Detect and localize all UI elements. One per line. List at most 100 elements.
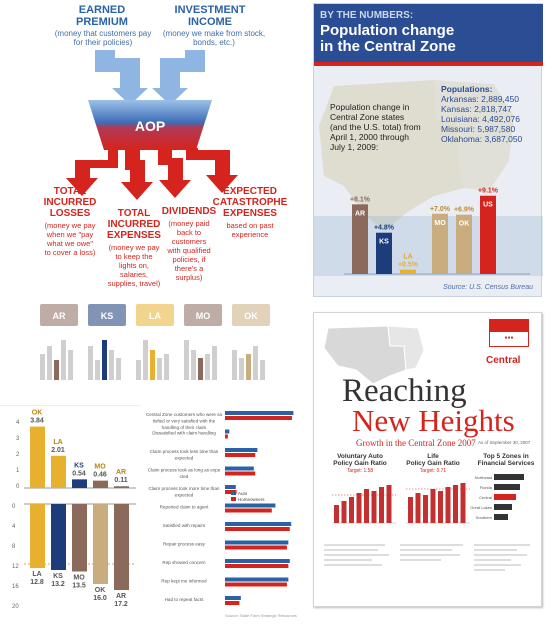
ratio-bar-top-ok — [30, 426, 45, 488]
reach1-bar — [379, 487, 384, 523]
reach1-bar — [341, 501, 347, 523]
survey-bar-home — [225, 582, 287, 587]
state-mini-bar — [95, 360, 100, 380]
state-mini-bar — [116, 358, 121, 380]
state-mini-chart: AR KS LA MO OK — [40, 304, 270, 380]
state-shape-la — [136, 304, 174, 326]
ratio-bar-top-ks — [72, 479, 87, 488]
state-label-ar: AR — [53, 311, 66, 321]
population-missouri: Missouri: 5,987,580 — [441, 124, 516, 134]
state-mini-bar — [212, 346, 217, 380]
survey-label: Repair process easy — [163, 542, 206, 547]
ratio-ytick-top: 1 — [16, 468, 20, 474]
survey-bar-auto — [225, 411, 294, 415]
dividends-title: DIVIDENDS — [161, 206, 217, 217]
survey-bar-auto — [225, 577, 289, 582]
pop-value-ok: +6.9% — [454, 207, 475, 214]
dividends-arrow — [158, 148, 191, 198]
reaching-map — [323, 325, 425, 385]
pop-value-la: +0.5% — [398, 262, 419, 269]
earned-title: EARNED PREMIUM — [76, 4, 128, 28]
state-mini-bar — [88, 346, 93, 380]
ratio-bar-bottom-la — [30, 504, 45, 568]
ratio-val-bottom: 13.2 — [51, 581, 65, 588]
pop-value-ar: +8.1% — [350, 196, 371, 203]
zone-label: Northeast — [475, 475, 493, 480]
ratio-bar-top-la — [51, 455, 66, 488]
reaching-line2: New Heights — [352, 403, 515, 438]
survey-bar-auto — [225, 503, 276, 508]
ratio-bar-bottom-mo — [72, 504, 87, 572]
ratio-ytick-bottom: 4 — [12, 524, 16, 530]
survey-label: Satisfied with repairs — [163, 523, 206, 528]
ratio-ytick-top: 3 — [16, 436, 20, 442]
state-label-ok: OK — [244, 311, 258, 321]
reach1-bar — [371, 491, 377, 523]
survey-bar-auto — [225, 596, 241, 600]
losses-title: TOTAL INCURRED LOSSES — [43, 186, 97, 219]
output-dividends: DIVIDENDS (money paid back to customers … — [160, 206, 218, 282]
populations-label: Populations: — [441, 84, 493, 94]
reaching-date: As of September 30, 2007 — [478, 440, 531, 445]
state-mini-bar — [239, 358, 244, 380]
ratio-bar-top-mo — [93, 480, 108, 488]
zone-label: Central — [479, 495, 492, 500]
ratio-bar-bottom-ks — [51, 504, 66, 570]
state-label-ks: KS — [101, 311, 114, 321]
state-mini-bar — [61, 340, 66, 380]
reach2-bar — [415, 493, 421, 523]
ratio-cat-bottom: AR — [116, 593, 126, 600]
survey-bar-auto — [225, 522, 292, 526]
pop-cat-mo: MO — [434, 220, 446, 227]
state-mini-bar — [47, 346, 52, 380]
survey-bar-auto — [225, 485, 236, 489]
reach2-bar — [445, 487, 451, 523]
zone-bar — [494, 494, 516, 500]
ratio-cat-top: MO — [94, 464, 106, 471]
pop-bar-la — [400, 269, 416, 274]
chart2-title: Life Policy Gain Ratio — [406, 453, 460, 467]
population-oklahoma: Oklahoma: 3,687,050 — [441, 134, 523, 144]
ratio-cat-bottom: OK — [95, 587, 106, 594]
survey-bar-auto — [225, 466, 254, 471]
pop-bar-us — [480, 195, 496, 274]
numbers-rule — [314, 62, 543, 66]
pop-cat-ks: KS — [379, 239, 389, 246]
chart1-target: Target: 1.58 — [346, 468, 374, 474]
survey-label: Dissatisfied with claim handling — [152, 431, 216, 436]
survey-label: cted — [180, 474, 189, 479]
reaching-mini-charts: Northeast Florida Central Great Lakes Southe… — [332, 474, 524, 524]
investment-arrow — [152, 50, 205, 105]
state-mini-bar — [157, 358, 162, 380]
reach2-bar — [460, 483, 466, 523]
state-mini-bar — [143, 340, 148, 380]
ratio-cat-bottom: KS — [53, 573, 63, 580]
state-mini-bar — [54, 360, 59, 380]
reaching-text-col1 — [324, 541, 392, 581]
ratio-ytick-bottom: 8 — [12, 544, 16, 550]
survey-bar-auto — [225, 429, 230, 434]
expenses-sub: (money we pay to keep the lights on, sal… — [107, 243, 161, 288]
reaching-text-col2 — [400, 541, 468, 581]
zone-bar — [494, 504, 512, 510]
output-losses: TOTAL INCURRED LOSSES (money we pay when… — [38, 186, 102, 257]
state-label-mo: MO — [196, 311, 211, 321]
state-shape-mo — [184, 304, 222, 326]
losses-arrow — [66, 148, 118, 196]
survey-bar-auto — [225, 559, 290, 563]
reach2-bar — [423, 495, 428, 523]
chart3-title: Top 5 Zones in Financial Services — [477, 453, 535, 467]
state-mini-bar — [253, 346, 258, 380]
chart1-title: Voluntary Auto Policy Gain Ratio — [333, 453, 387, 467]
reaching-tagline: Growth in the Central Zone 2007 — [356, 438, 476, 448]
ratio-bar-top-ar — [114, 486, 129, 488]
aop-center-label: AOP — [134, 118, 166, 134]
ratio-panel: 4 3 2 1 0 OK 3.84 LA 2.01 KS 0.54 MO 0.46 AR 0.11 0 4 8 12… — [0, 405, 140, 620]
legend-auto-label: Auto — [238, 491, 248, 496]
pop-cat-ar: AR — [355, 210, 365, 217]
population-arkansas: Arkansas: 2,889,450 — [441, 94, 519, 104]
survey-label: handling of their claim — [162, 425, 207, 430]
aop-flow-graphic — [66, 50, 238, 200]
